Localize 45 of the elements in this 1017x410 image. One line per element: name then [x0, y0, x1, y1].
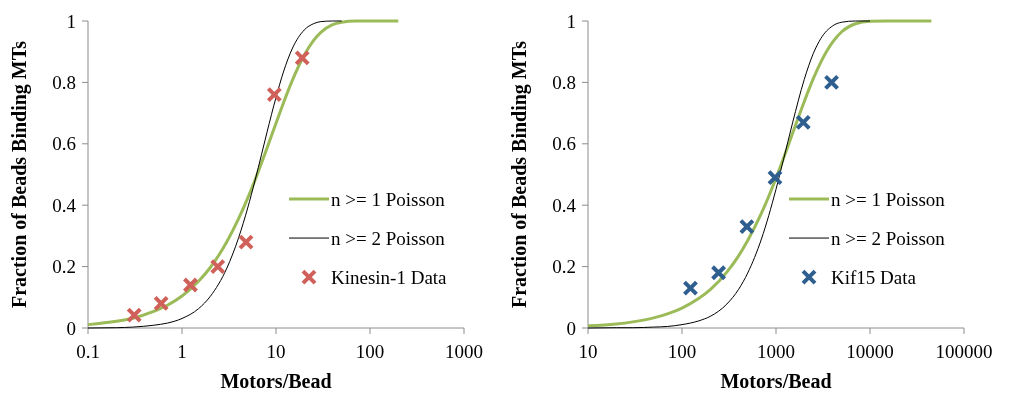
x-axis-title: Motors/Bead: [220, 370, 332, 392]
point: [294, 49, 311, 66]
point: [266, 86, 283, 103]
point: [682, 280, 699, 297]
x-tick-label: 10: [266, 341, 286, 362]
y-tick-label: 1: [66, 10, 76, 32]
point: [766, 169, 783, 186]
point: [710, 264, 727, 281]
legend-label: n >= 2 Poisson: [831, 227, 946, 249]
y-tick-label: 0.8: [52, 72, 76, 94]
y-tick-label: 0.4: [52, 194, 77, 216]
x-tick-label: 1: [177, 341, 187, 362]
x-tick-label: 100: [667, 341, 697, 362]
point: [823, 74, 840, 91]
point: [182, 277, 199, 294]
y-axis-title: Fraction of Beads Binding MTs: [8, 40, 31, 309]
x-tick-label: 100000: [935, 341, 993, 362]
y-tick-label: 0: [566, 317, 576, 339]
legend-label: Kif15 Data: [831, 266, 917, 288]
point: [738, 218, 755, 235]
y-tick-label: 0.4: [552, 194, 577, 216]
y-tick-label: 0.2: [552, 256, 576, 278]
point: [126, 307, 143, 324]
legend-label: Kinesin-1 Data: [331, 266, 448, 288]
legend-label: n >= 1 Poisson: [331, 188, 446, 210]
y-tick-label: 0.6: [52, 133, 76, 155]
y-axis-title: Fraction of Beads Binding MTs: [508, 40, 531, 309]
y-tick-label: 0.6: [552, 133, 576, 155]
y-tick-label: 1: [566, 10, 576, 32]
point: [795, 114, 812, 131]
x-axis-title: Motors/Bead: [720, 370, 832, 392]
legend-label: n >= 1 Poisson: [831, 188, 946, 210]
legend-label: n >= 2 Poisson: [331, 227, 446, 249]
x-tick-label: 1000: [757, 341, 795, 362]
point: [153, 295, 170, 312]
x-tick-label: 1000: [445, 341, 483, 362]
x-tick-label: 10: [578, 341, 598, 362]
x-tick-label: 100: [355, 341, 385, 362]
y-tick-label: 0.8: [552, 72, 576, 94]
point: [238, 234, 255, 251]
point: [209, 258, 226, 275]
x-tick-label: 10000: [846, 341, 894, 362]
x-tick-label: 0.1: [76, 341, 100, 362]
y-tick-label: 0: [66, 317, 76, 339]
y-tick-label: 0.2: [52, 256, 76, 278]
